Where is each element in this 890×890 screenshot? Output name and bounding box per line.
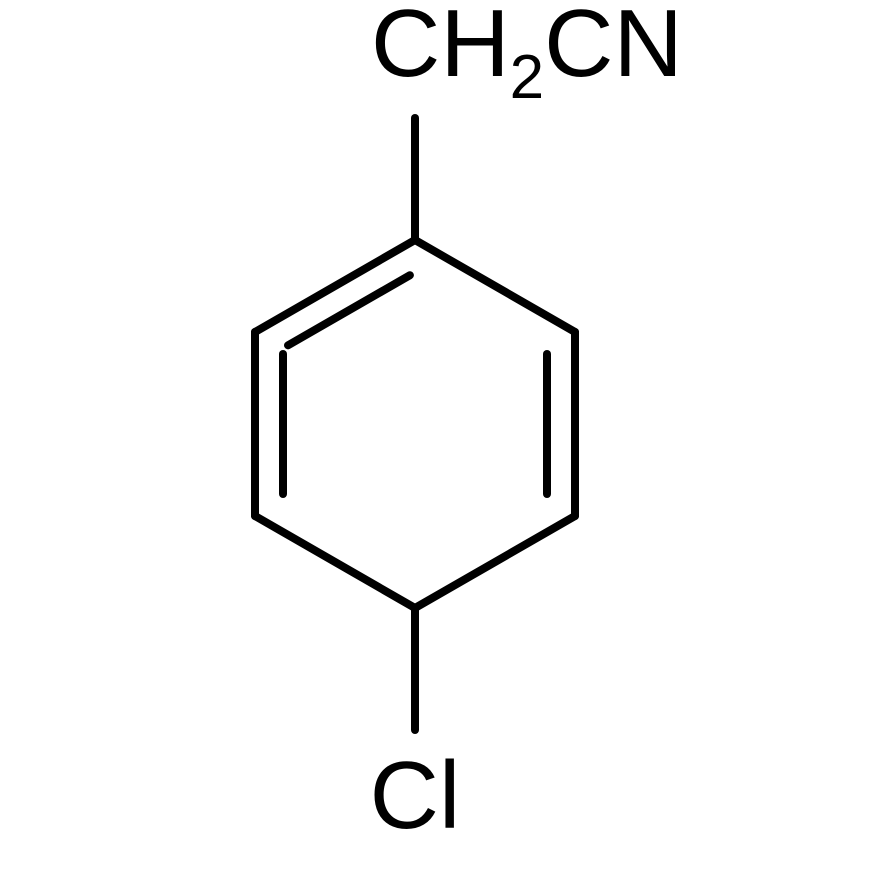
- acetonitrile-label: CH2CN: [371, 0, 683, 112]
- chlorine-label: Cl: [370, 742, 461, 849]
- molecule-diagram: Cl CH2CN: [0, 0, 890, 890]
